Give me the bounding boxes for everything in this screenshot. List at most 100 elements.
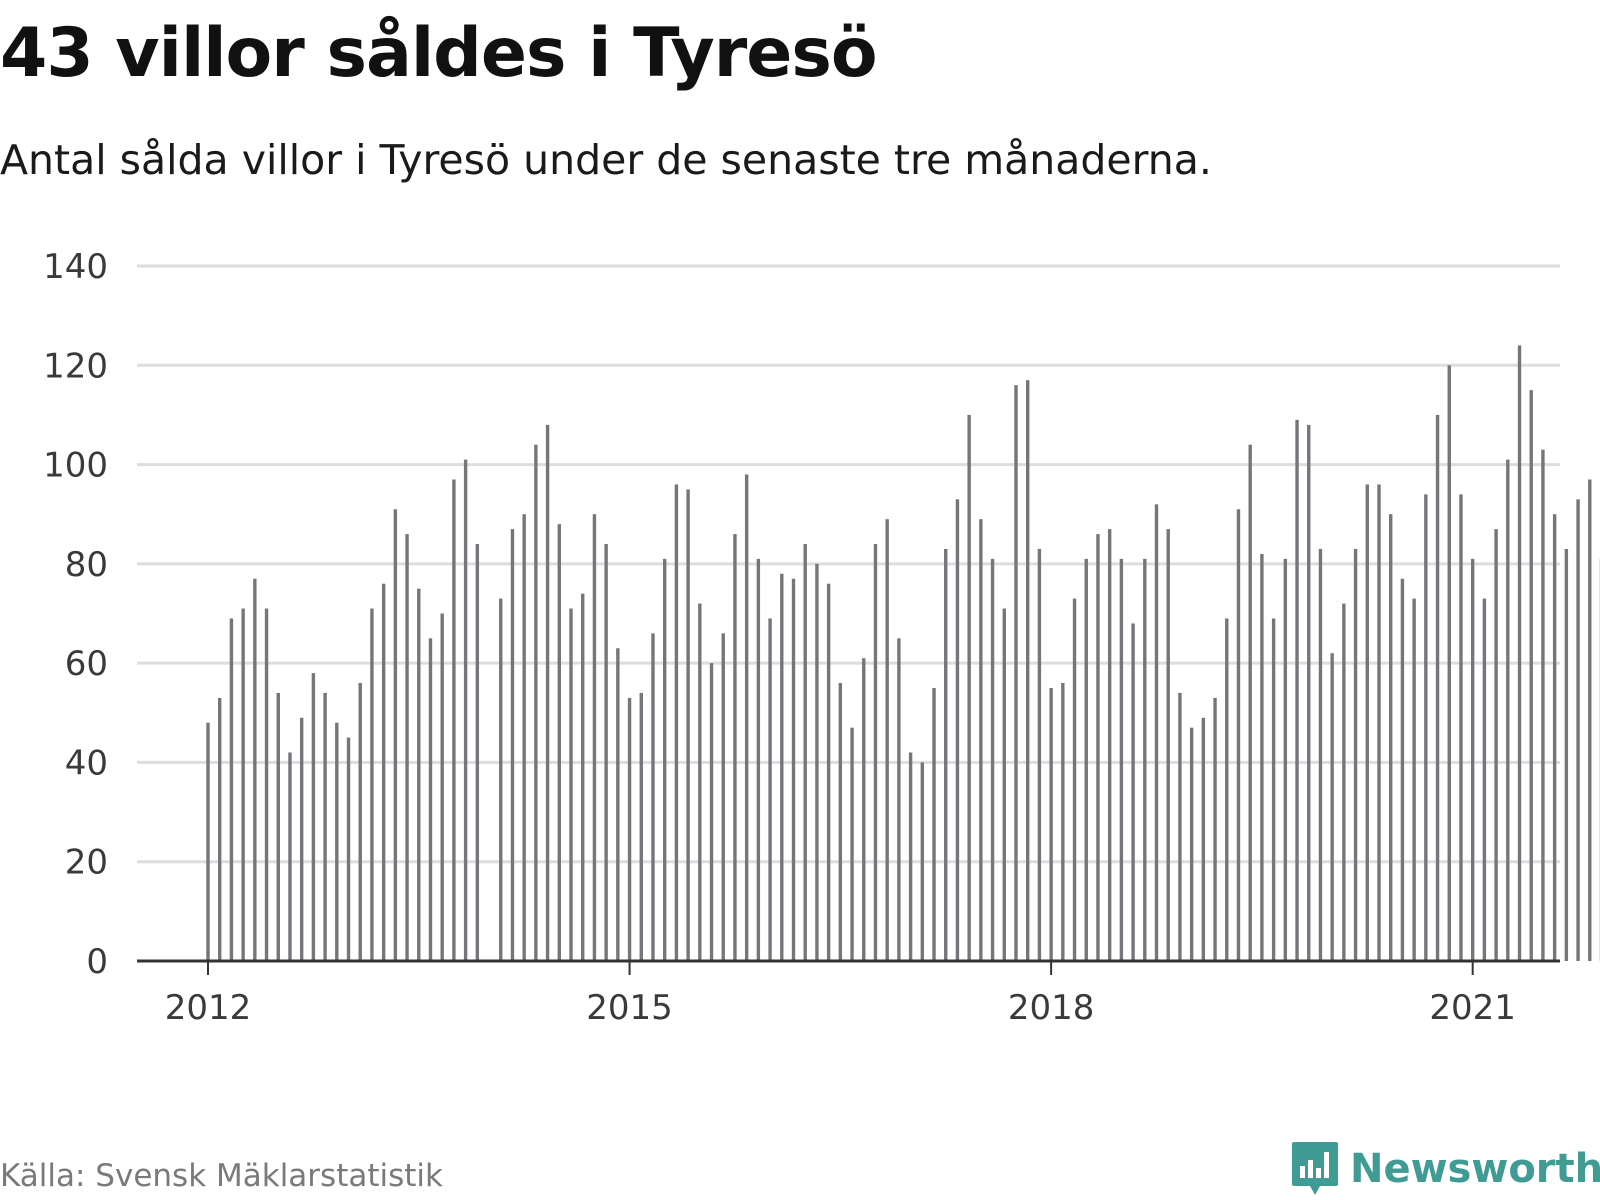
x-axis-ticks: 20122015201820212023 — [165, 961, 1516, 1028]
bar — [627, 697, 632, 961]
bar — [944, 548, 948, 961]
bars — [206, 345, 1600, 962]
bar — [803, 544, 807, 961]
bar — [1107, 529, 1112, 961]
bar — [206, 722, 210, 961]
bar — [1435, 414, 1440, 961]
bar — [721, 633, 725, 961]
bar — [979, 519, 983, 961]
chart-subtitle: Antal sålda villor i Tyresö under de sen… — [0, 136, 1212, 184]
bar — [1295, 419, 1299, 961]
bar — [311, 673, 316, 961]
bar — [1154, 504, 1159, 961]
bar — [1506, 459, 1510, 961]
bar — [1424, 494, 1428, 961]
bar — [1248, 444, 1252, 962]
bar — [815, 563, 819, 961]
bar — [616, 648, 620, 961]
y-tick-label: 0 — [86, 942, 108, 982]
newsworthy-logo-icon — [1292, 1142, 1338, 1195]
bar — [709, 663, 714, 961]
bar — [393, 509, 398, 961]
bar — [452, 479, 456, 961]
gridlines — [137, 264, 1560, 864]
bar — [1342, 603, 1346, 961]
y-axis-ticks: 0 20 40 60 80 100 120 140 — [43, 247, 108, 982]
bar — [1517, 345, 1522, 961]
bar — [229, 618, 234, 961]
bar — [873, 544, 878, 961]
bar — [475, 544, 480, 961]
bar — [1037, 548, 1042, 961]
y-tick-label: 20 — [65, 843, 108, 883]
brand: Newsworthy — [1290, 1140, 1600, 1198]
bar — [1353, 548, 1358, 961]
bar — [1529, 390, 1533, 961]
bar — [522, 514, 526, 961]
bar — [1552, 514, 1557, 961]
bar — [1412, 598, 1416, 961]
bar — [955, 499, 960, 961]
bar — [744, 474, 749, 961]
bar — [1236, 509, 1241, 961]
bar — [381, 583, 386, 961]
bar — [253, 578, 257, 961]
source-note: Källa: Svensk Mäklarstatistik — [0, 1158, 443, 1194]
bar — [1588, 479, 1592, 961]
bar — [1178, 692, 1182, 961]
bar — [264, 608, 269, 961]
bar — [288, 752, 292, 961]
y-tick-label: 140 — [43, 247, 108, 287]
y-tick-label: 80 — [65, 545, 108, 585]
bar — [335, 722, 339, 961]
bar — [1201, 717, 1206, 961]
bar — [1260, 553, 1264, 961]
bar — [908, 752, 913, 961]
x-tick-label: 2021 — [1429, 988, 1516, 1028]
bar — [1271, 618, 1276, 961]
bar — [674, 484, 679, 961]
bar — [1377, 484, 1381, 961]
bar — [276, 692, 280, 961]
bar — [768, 618, 772, 961]
bar — [651, 633, 655, 961]
bar — [358, 683, 362, 961]
bar — [932, 687, 936, 961]
bar — [1189, 727, 1194, 961]
bar — [756, 558, 761, 961]
bar — [967, 414, 971, 961]
bar — [1459, 494, 1463, 961]
y-tick-label: 100 — [43, 446, 108, 486]
bar — [1002, 608, 1006, 961]
bar — [662, 558, 667, 961]
bar — [440, 613, 444, 961]
bar — [791, 578, 796, 961]
bar — [1365, 484, 1369, 961]
bar — [1096, 534, 1100, 961]
bar — [1482, 598, 1487, 961]
bar — [557, 524, 561, 961]
bar — [1283, 558, 1288, 961]
bar — [1576, 499, 1580, 961]
bar — [370, 608, 374, 961]
bar — [1541, 449, 1545, 961]
bar — [463, 459, 468, 961]
bar — [1072, 598, 1077, 961]
bar — [1084, 558, 1088, 961]
x-tick-label: 2015 — [586, 988, 673, 1028]
bar — [1143, 558, 1147, 961]
bar — [897, 638, 901, 961]
bar — [1166, 529, 1170, 961]
x-tick-label: 2012 — [165, 988, 252, 1028]
bar — [346, 737, 351, 961]
bar — [1026, 380, 1030, 961]
bar — [1213, 697, 1217, 961]
bar — [1318, 548, 1323, 961]
bar — [826, 583, 831, 961]
bar — [639, 692, 643, 961]
bar — [241, 608, 245, 961]
bar — [1564, 548, 1569, 961]
bar — [592, 514, 597, 961]
bar — [838, 683, 843, 961]
bar — [850, 727, 854, 961]
